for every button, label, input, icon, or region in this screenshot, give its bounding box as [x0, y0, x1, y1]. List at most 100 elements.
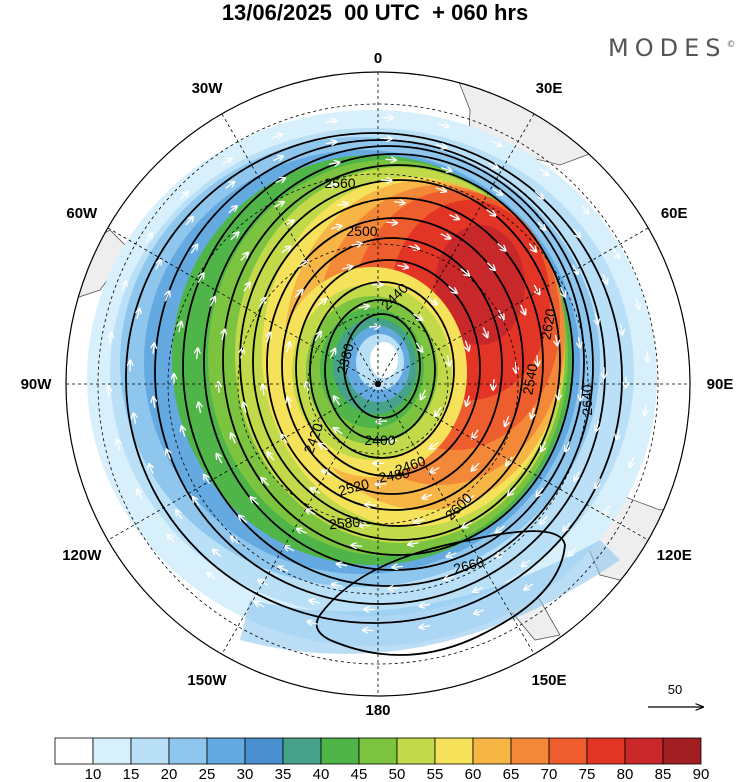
contour-label: 2480 [377, 464, 411, 485]
wind-vector [537, 221, 546, 230]
wind-vector [284, 546, 295, 551]
wind-vector [508, 487, 516, 496]
wind-vector [274, 202, 285, 208]
wind-vector [604, 505, 611, 515]
longitude-label: 30W [192, 80, 224, 97]
colorbar-label: 40 [313, 766, 330, 782]
colorbar: 10 15 20 25 30 35 40 45 50 55 60 65 70 75 80 85 90 [54, 737, 710, 782]
wind-vector [435, 407, 442, 416]
wind-vector [137, 308, 140, 320]
wind-vector [231, 537, 240, 545]
wind-speed-shading [87, 110, 657, 654]
map-boundary [65, 71, 691, 697]
wind-vector [572, 264, 578, 275]
wind-vector [281, 434, 288, 444]
wind-vector [197, 348, 198, 359]
contour-label: 2540 [519, 362, 540, 396]
longitude-label: 90E [707, 376, 734, 393]
colorbar-label: 75 [579, 766, 596, 782]
contour-label: 2580 [328, 514, 361, 533]
wind-vector [309, 600, 320, 603]
wind-vector [474, 610, 485, 614]
wind-vector [267, 332, 271, 343]
wind-vector [493, 379, 494, 390]
wind-vector [239, 516, 248, 524]
wind-vector [524, 583, 534, 590]
colorbar-label: 70 [541, 766, 558, 782]
wind-vector [133, 413, 135, 424]
wind-vector [595, 478, 601, 489]
colorbar-swatch [548, 737, 588, 765]
wind-vector [441, 168, 452, 171]
graticule [66, 72, 690, 696]
wind-vector [336, 564, 348, 566]
longitude-label: 30E [536, 80, 563, 97]
colorbar-swatch [206, 737, 246, 765]
wind-vector [287, 342, 290, 353]
wind-vector [539, 168, 549, 176]
wind-vector [193, 497, 200, 506]
wind-vector [310, 488, 321, 494]
colorbar-swatch [662, 737, 702, 765]
wind-vector [197, 273, 204, 283]
contour-label: 2400 [364, 432, 395, 448]
wind-vector [317, 299, 327, 306]
wind-vector [331, 348, 336, 359]
wind-vector [216, 454, 223, 464]
wind-vector [351, 545, 362, 546]
wind-vector [294, 290, 303, 298]
map-disk [66, 72, 690, 696]
wind-vector [531, 407, 534, 419]
wind-vector [537, 355, 538, 366]
colorbar-label: 50 [389, 766, 406, 782]
colorbar-swatch [510, 737, 550, 765]
wind-vector [430, 467, 440, 473]
wind-vector [415, 342, 422, 352]
wind-vector [462, 521, 472, 527]
wind-vector [204, 474, 211, 485]
longitude-label: 120E [657, 547, 692, 564]
wind-vector [595, 313, 598, 325]
colorbar-swatch [54, 737, 94, 765]
wind-vector [492, 188, 502, 195]
wind-vector [422, 495, 433, 499]
wind-vector [167, 534, 175, 544]
wind-vector [440, 234, 451, 239]
colorbar-label: 90 [693, 766, 710, 782]
wind-vector [613, 248, 619, 259]
longitude-labels: 0 30E 60E 90E 120E 150E 180 150W 120W 90W 60W 30W [21, 50, 734, 719]
wind-vector [243, 282, 250, 292]
wind-vector [573, 228, 581, 238]
colorbar-swatch [396, 737, 436, 765]
longitude-label: 120W [62, 547, 102, 564]
longitude-label: 150W [187, 672, 227, 689]
colorbar-label: 10 [85, 766, 102, 782]
colorbar-swatch [92, 737, 132, 765]
colorbar-label: 60 [465, 766, 482, 782]
wind-vector [307, 621, 318, 624]
wind-vector [332, 584, 343, 586]
wind-vector [630, 456, 634, 467]
wind-vector [262, 385, 264, 396]
colorbar-label: 85 [655, 766, 672, 782]
wind-vector [387, 440, 398, 442]
wind-vector [528, 243, 536, 252]
wind-vector [446, 553, 457, 557]
longitude-label: 0 [374, 50, 382, 67]
wind-vector [230, 232, 239, 241]
wind-vector [185, 217, 193, 226]
wind-vector [385, 159, 396, 160]
wind-vector [258, 298, 266, 308]
wind-vector [334, 396, 341, 406]
contour-label: 2560 [324, 175, 355, 191]
wind-vector [533, 284, 539, 295]
wind-vector [483, 327, 487, 337]
wind-vector [228, 206, 237, 214]
wind-vector [472, 429, 479, 439]
wind-vector [448, 355, 450, 366]
longitude-label: 60W [66, 205, 98, 222]
wind-vector [397, 265, 409, 267]
longitude-label: 90W [21, 376, 53, 393]
wind-vector [427, 297, 437, 304]
wind-vector [388, 588, 400, 589]
